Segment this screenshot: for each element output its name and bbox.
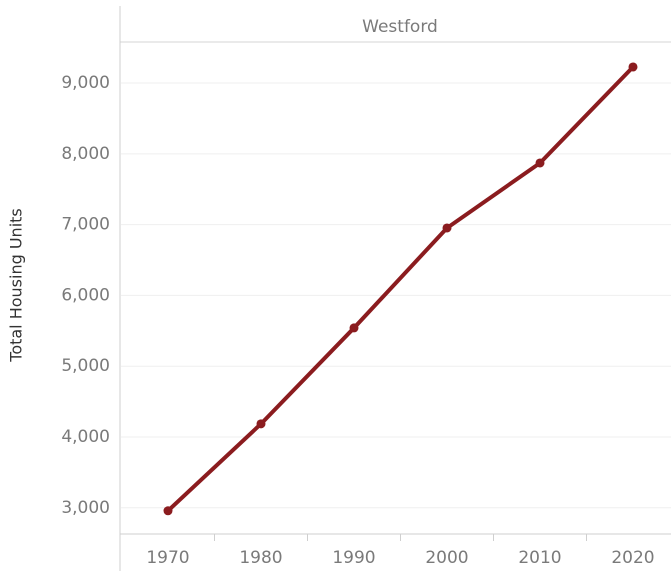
y-axis-label: Total Housing Units [7, 208, 26, 362]
panel-header: Westford [362, 17, 438, 37]
y-tick-label: 4,000 [61, 427, 110, 447]
y-tick-label: 7,000 [61, 215, 110, 235]
y-tick-label: 8,000 [61, 144, 110, 164]
x-tick-label: 2020 [611, 548, 654, 568]
point [163, 506, 173, 516]
point [535, 158, 545, 168]
point [349, 323, 359, 333]
y-tick-label: 6,000 [61, 285, 110, 305]
y-tick-label: 3,000 [61, 498, 110, 518]
x-tick-label: 2010 [518, 548, 561, 568]
line [166, 65, 635, 513]
x-tick-label: 2000 [425, 548, 468, 568]
y-tick-label: 9,000 [61, 73, 110, 93]
x-tick-label: 1990 [332, 548, 375, 568]
y-tick-label: 5,000 [61, 356, 110, 376]
point [256, 419, 266, 429]
point [442, 223, 452, 233]
x-tick-label: 1980 [239, 548, 282, 568]
x-tick-label: 1970 [146, 548, 189, 568]
point [628, 62, 638, 72]
